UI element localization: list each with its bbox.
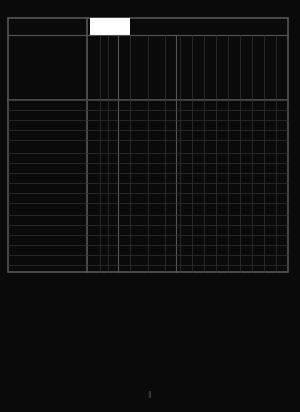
Text: ||: || xyxy=(148,391,152,398)
Bar xyxy=(90,18,130,35)
Bar xyxy=(8,18,288,272)
